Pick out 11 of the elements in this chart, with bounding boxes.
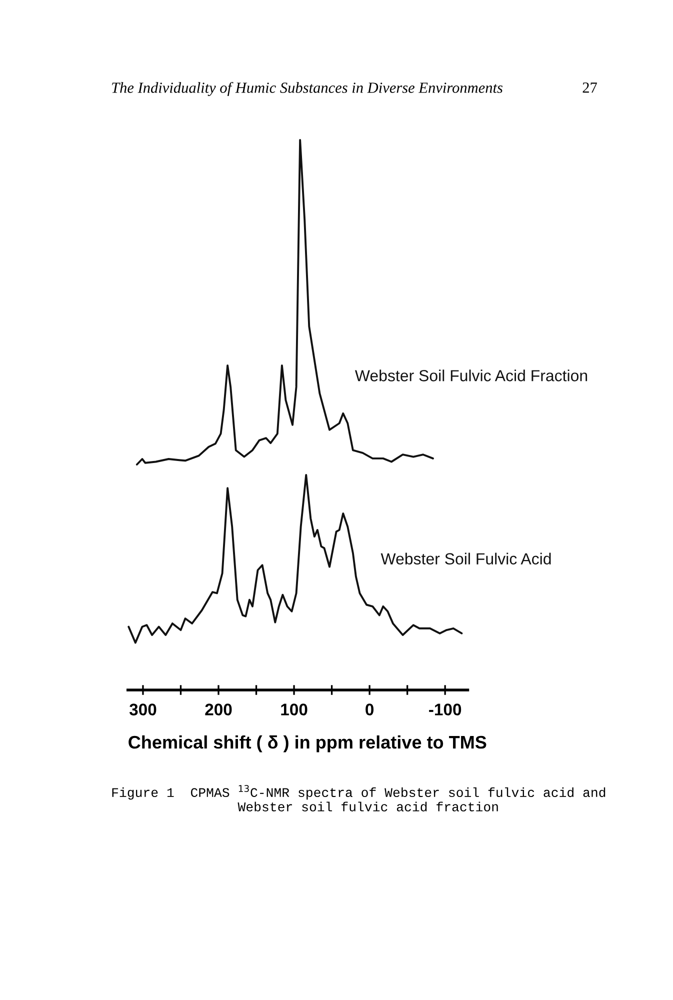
x-tick-label: 0 [366,704,374,716]
x-tick-label: 200 [205,704,232,716]
series-label: Webster Soil Fulvic Acid [380,552,551,564]
x-tick-label: 300 [129,704,156,716]
x-axis-title: Chemical shift ( δ ) in ppm relative to TMS [128,735,486,752]
x-tick-label: 100 [281,704,308,716]
x-tick-label: -100 [429,704,462,716]
text: Webster Soil Fulvic Acid Fraction [354,370,588,382]
caption: Figure 1 CPMAS $^{13}$C-NMR spectra of Webster soil fulvic acid and Webster soil fulvic acid fraction [112,785,606,812]
text: 27 [582,82,597,93]
text: The Individuality of Humic Substances in Diverse Environments [112,82,502,96]
